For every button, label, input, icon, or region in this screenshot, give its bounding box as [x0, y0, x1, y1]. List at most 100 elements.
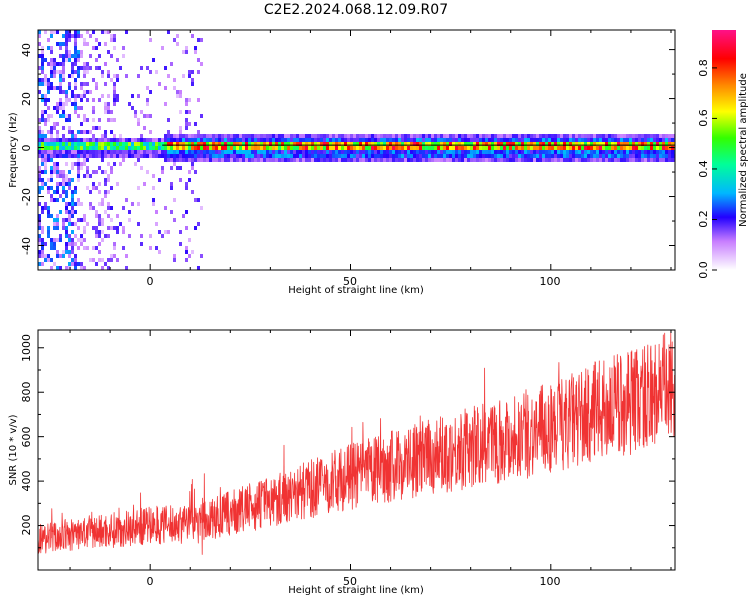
spectrogram-cell — [602, 142, 605, 146]
spectrogram-cell — [665, 142, 668, 146]
spectrogram-cell — [149, 146, 152, 150]
spectrogram-cell — [575, 150, 578, 154]
spectrogram-cell — [548, 158, 551, 162]
spectrogram-cell — [587, 142, 590, 146]
spectrogram-cell — [68, 250, 71, 254]
spectrogram-cell — [185, 138, 188, 142]
spectrogram-cell — [527, 146, 530, 150]
spectrogram-cell — [62, 70, 65, 74]
spectrogram-cell — [65, 142, 68, 146]
spectrogram-cell — [167, 142, 170, 146]
spectrogram-cell — [53, 30, 56, 34]
spectrogram-cell — [107, 138, 110, 142]
spectrogram-cell — [65, 230, 68, 234]
spectrogram-cell — [38, 218, 41, 222]
spectrogram-cell — [197, 58, 200, 62]
spectrogram-cell — [179, 178, 182, 182]
spectrogram-cell — [137, 154, 140, 158]
spectrogram-cell — [206, 138, 209, 142]
spectrogram-cell — [590, 158, 593, 162]
spectrogram-cell — [323, 146, 326, 150]
spectrogram-cell — [83, 130, 86, 134]
spectrogram-cell — [602, 134, 605, 138]
spectrogram-cell — [503, 158, 506, 162]
spectrogram-cell — [152, 202, 155, 206]
spectrogram-cell — [89, 202, 92, 206]
spectrogram-cell — [299, 138, 302, 142]
spectrogram-cell — [419, 138, 422, 142]
spectrogram-cell — [605, 146, 608, 150]
spectrogram-cell — [629, 150, 632, 154]
spectrogram-cell — [65, 234, 68, 238]
spectrogram-cell — [185, 142, 188, 146]
snr-tick-y-400: 400 — [20, 471, 33, 492]
spectrogram-cell — [122, 154, 125, 158]
spectrogram-cell — [152, 174, 155, 178]
spectrogram-cell — [251, 158, 254, 162]
spectrogram-tick-y-neg40: -40 — [20, 237, 33, 255]
spectrogram-cell — [50, 46, 53, 50]
spectrogram-cell — [275, 154, 278, 158]
spectrogram-cell — [323, 134, 326, 138]
spectrogram-cell — [188, 74, 191, 78]
spectrogram-cell — [107, 118, 110, 122]
spectrogram-cell — [65, 138, 68, 142]
spectrogram-cell — [50, 62, 53, 66]
spectrogram-cell — [593, 138, 596, 142]
spectrogram-cell — [314, 134, 317, 138]
spectrogram-cell — [260, 150, 263, 154]
spectrogram-cell — [308, 134, 311, 138]
spectrogram-cell — [578, 158, 581, 162]
spectrogram-cell — [50, 130, 53, 134]
spectrogram-cell — [209, 138, 212, 142]
spectrogram-cell — [62, 134, 65, 138]
spectrogram-cell — [56, 226, 59, 230]
spectrogram-cell — [179, 142, 182, 146]
spectrogram-cell — [122, 230, 125, 234]
spectrogram-cell — [443, 150, 446, 154]
spectrogram-cell — [488, 142, 491, 146]
spectrogram-cell — [512, 142, 515, 146]
spectrogram-cell — [350, 142, 353, 146]
spectrogram-cell — [104, 142, 107, 146]
spectrogram-cell — [62, 254, 65, 258]
spectrogram-cell — [56, 190, 59, 194]
spectrogram-tick-y-20: 20 — [20, 92, 33, 106]
spectrogram-cell — [248, 154, 251, 158]
spectrogram-cell — [41, 82, 44, 86]
spectrogram-cell — [581, 158, 584, 162]
spectrogram-cell — [254, 150, 257, 154]
spectrogram-cell — [371, 146, 374, 150]
spectrogram-cell — [65, 162, 68, 166]
spectrogram-cell — [92, 78, 95, 82]
spectrogram-cell — [233, 150, 236, 154]
spectrogram-cell — [131, 142, 134, 146]
spectrogram-cell — [38, 126, 41, 130]
spectrogram-cell — [110, 218, 113, 222]
spectrogram-cell — [98, 202, 101, 206]
spectrogram-cell — [191, 78, 194, 82]
spectrogram-cell — [620, 138, 623, 142]
spectrogram-cell — [305, 134, 308, 138]
spectrogram-cell — [188, 178, 191, 182]
spectrogram-cell — [515, 142, 518, 146]
spectrogram-cell — [650, 146, 653, 150]
spectrogram-cell — [551, 142, 554, 146]
spectrogram-cell — [551, 146, 554, 150]
spectrogram-cell — [518, 138, 521, 142]
spectrogram-cell — [62, 186, 65, 190]
spectrogram-cell — [326, 154, 329, 158]
spectrogram-cell — [320, 138, 323, 142]
spectrogram-cell — [74, 234, 77, 238]
spectrogram-cell — [38, 154, 41, 158]
spectrogram-cell — [59, 182, 62, 186]
spectrogram-cell — [74, 106, 77, 110]
spectrogram-cell — [128, 234, 131, 238]
spectrogram-cell — [59, 238, 62, 242]
spectrogram-cell — [281, 138, 284, 142]
spectrogram-cell — [104, 62, 107, 66]
spectrogram-cell — [104, 262, 107, 266]
spectrogram-cell — [110, 254, 113, 258]
spectrogram-cell — [68, 150, 71, 154]
snr-y-label: SNR (10 * v/v) — [8, 414, 19, 485]
